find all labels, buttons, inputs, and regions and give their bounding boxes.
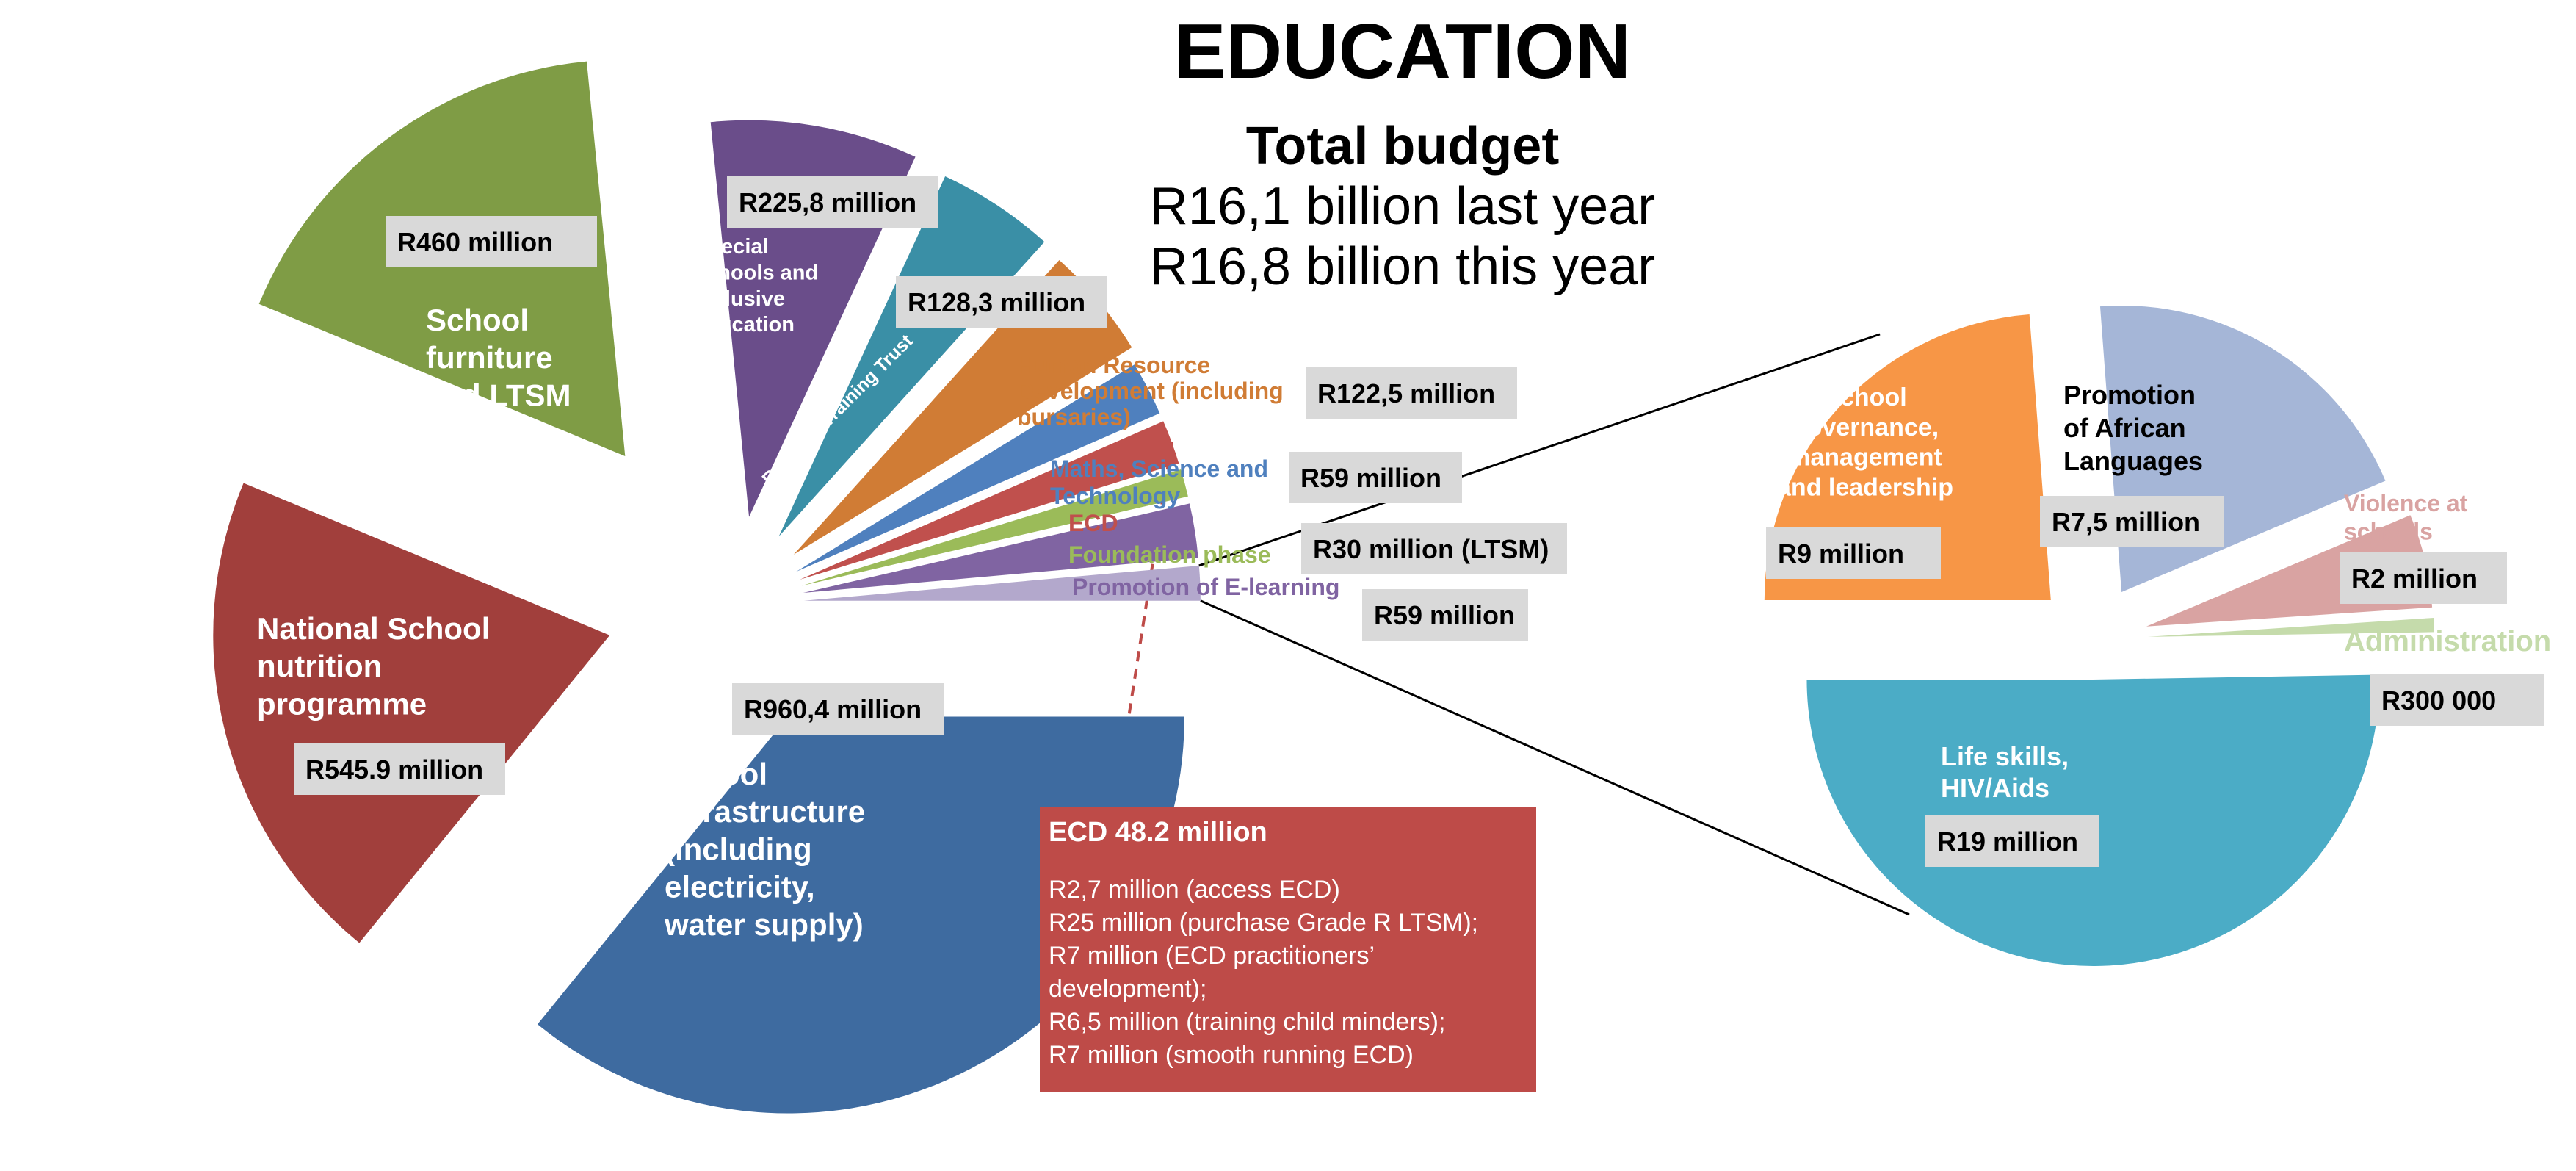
label-hr-development: Human Resource Development (including burs… (1017, 352, 1284, 430)
main-slice-1 (213, 483, 610, 943)
ecd-box-item: R6,5 million (training child minders); (1049, 1008, 1446, 1036)
label-special-schools: Special schools and inclusive education (694, 235, 818, 336)
main-slice-8 (801, 469, 1188, 586)
value-label-box (727, 176, 938, 228)
ecd-box-item: R7 million (ECD practitioners’ (1049, 942, 1375, 970)
value-label-box (1289, 452, 1462, 503)
main-pie-chart (213, 61, 1201, 1114)
value-school-governance: R9 million (1778, 538, 1904, 569)
main-slice-9 (803, 503, 1198, 594)
value-label-box (732, 683, 944, 735)
chart-subtitle: Total budget (1245, 117, 1560, 176)
value-label-box (2340, 552, 2507, 604)
slice-labels: School Infrastructure (including electricit… (257, 176, 2551, 942)
main-slice-7 (800, 421, 1179, 580)
value-label-box (1301, 523, 1567, 574)
value-label-box (294, 743, 505, 795)
value-label-box (896, 276, 1107, 328)
budget-last-year: R16,1 billion last year (1149, 177, 1656, 236)
ecd-box-item: R25 million (purchase Grade R LTSM); (1049, 909, 1479, 937)
ecd-box-item: development); (1049, 975, 1207, 1003)
value-furniture: R460 million (397, 227, 553, 257)
main-slice-4 (778, 176, 1045, 537)
label-e-learning: Promotion of E-learning (1072, 574, 1339, 600)
value-label-box (1306, 367, 1517, 419)
label-maths-science: Maths, Science and Technology (1050, 455, 1268, 509)
ecd-box-item: R2,7 million (access ECD) (1049, 876, 1340, 904)
value-label-box (1766, 527, 1941, 579)
value-school-infrastructure: R960,4 million (744, 694, 922, 724)
value-life-skills: R19 million (1937, 826, 2078, 857)
value-nutrition: R545.9 million (305, 754, 483, 785)
label-african-languages: Promotion of African Languages (2063, 380, 2203, 476)
value-regional-training: R128,3 million (908, 287, 1085, 317)
label-school-governance: School governance, management and leadershi… (1777, 383, 1953, 501)
detail-slice-3 (2147, 617, 2434, 637)
label-nutrition: National School nutrition programme (257, 611, 490, 721)
value-label-box (2040, 496, 2224, 547)
main-slice-10 (803, 565, 1201, 601)
value-label-box (2370, 674, 2544, 726)
value-label-box (1362, 589, 1528, 641)
main-slice-6 (796, 364, 1160, 572)
value-hr-development: R122,5 million (1317, 378, 1495, 408)
chart-title: EDUCATION (1173, 8, 1632, 95)
value-maths-science: R59 million (1300, 463, 1441, 493)
value-e-learning: R59 million (1374, 600, 1515, 630)
ecd-breakdown-box: ECD 48.2 million R2,7 million (access EC… (1040, 807, 1536, 1092)
connector-line-bottom (1200, 599, 1910, 916)
value-label-box (386, 216, 597, 267)
ecd-box-item: R7 million (smooth running ECD) (1049, 1041, 1414, 1069)
value-label-box (1925, 815, 2099, 867)
label-administration: Administration (2344, 625, 2551, 657)
label-foundation-phase: Foundation phase (1068, 541, 1271, 568)
main-slice-5 (793, 259, 1132, 555)
value-foundation-phase: R30 million (LTSM) (1313, 534, 1549, 564)
value-african-languages: R7,5 million (2052, 507, 2200, 537)
label-school-infrastructure: School Infrastructure (including electricit… (664, 757, 865, 942)
label-ecd: ECD (1068, 510, 1118, 536)
value-violence: R2 million (2351, 563, 2478, 594)
value-administration: R300 000 (2381, 685, 2496, 716)
budget-this-year: R16,8 billion this year (1149, 237, 1656, 296)
value-special-schools: R225,8 million (739, 187, 916, 217)
label-furniture: School furniture and LTSM (426, 303, 571, 412)
label-life-skills: Life skills, HIV/Aids (1941, 741, 2069, 803)
label-violence: Violence at schools (2344, 490, 2468, 544)
ecd-box-title: ECD 48.2 million (1049, 817, 1267, 848)
main-slice-0 (537, 716, 1184, 1114)
